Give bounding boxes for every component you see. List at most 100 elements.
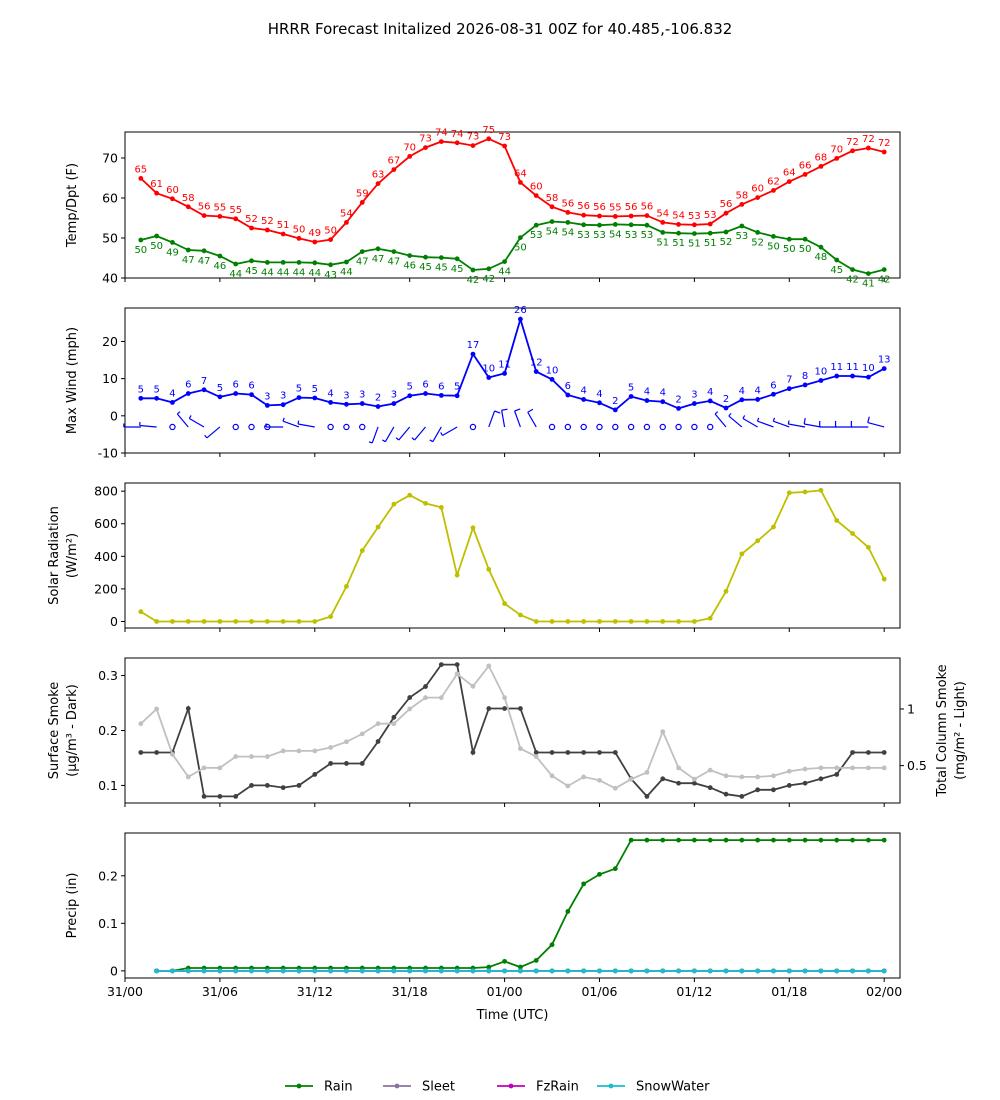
data-label: 52 [751,237,764,248]
data-label: 43 [324,270,337,281]
series-line-solar [140,489,886,623]
data-label: 7 [201,376,207,387]
data-point [438,695,444,701]
wind-barb [440,426,458,436]
data-label: 26 [514,305,527,316]
data-point [723,791,729,797]
data-point [217,394,223,400]
data-point [739,837,745,843]
wind-barb-staff [788,423,806,428]
data-label: 45 [435,263,448,274]
data-point [834,837,840,843]
data-point [201,248,207,254]
data-label: 45 [419,262,432,273]
data-label: 53 [704,210,717,221]
data-point [438,968,444,974]
wind-barb-flag [714,411,719,415]
data-point [154,619,160,624]
data-point [154,190,160,196]
wind-barbs [123,408,885,444]
data-label: 56 [720,199,733,210]
data-point [660,968,666,974]
data-point [170,240,175,245]
chart-title: HRRR Forecast Initalized 2026-08-31 00Z … [268,20,733,38]
data-label: 64 [514,168,527,179]
data-label: 3 [359,390,365,401]
data-point [723,837,729,843]
data-point [533,750,539,755]
data-point [438,392,444,398]
data-point [470,750,476,755]
series-rain [154,837,887,974]
data-label: 56 [198,202,211,213]
data-point [296,783,302,788]
data-point [470,683,476,689]
data-point [549,942,555,948]
data-point [185,774,191,780]
data-point [834,518,840,523]
data-point [865,544,871,550]
wind-barb-flag [803,418,806,425]
data-point [486,706,492,711]
data-point [676,230,681,236]
y-tick-label: 200 [94,581,118,596]
data-point [691,401,697,406]
data-point [233,391,239,396]
data-point [312,748,318,754]
wind-barb-calm [564,423,572,431]
data-point [597,400,602,406]
wind-barb-staff [297,423,315,428]
axes-frame [124,131,901,279]
data-point [597,777,602,783]
wind-barb-staff [867,421,885,428]
wind-barb-flag [282,417,285,422]
wind-barb-staff [206,426,221,439]
series-line-temp [140,137,885,243]
wind-barb-staff [501,410,506,428]
data-point [454,662,460,667]
data-label: 54 [656,208,669,219]
data-point [375,246,381,252]
y-axis-label: Solar Radiation [47,506,62,605]
data-point [423,145,428,151]
data-point [723,773,729,779]
wind-barb-calm [343,423,350,431]
data-point [755,230,761,235]
data-label: 45 [245,266,258,277]
data-point [470,968,476,974]
wind-barb-staff [442,426,458,436]
y-tick-label: 400 [94,549,118,564]
series-smoke_dark [138,662,887,799]
data-point [280,748,286,754]
y-axis-label: Max Wind (mph) [65,327,80,434]
data-point [217,794,223,799]
data-point [518,316,523,322]
data-label: 44 [261,267,274,278]
y-tick-label: 0.2 [98,868,118,883]
data-point [818,244,824,250]
series-line-rain [156,839,885,972]
data-point [786,837,792,843]
wind-barb-staff [714,413,727,428]
data-point [581,881,587,887]
data-point [375,404,381,409]
data-point [597,213,602,219]
legend-swatch-marker [608,1083,614,1089]
data-point [834,156,840,161]
data-point [644,398,650,403]
data-point [502,958,507,964]
data-label: 72 [878,138,891,149]
data-point [786,490,792,496]
data-point [581,750,587,755]
data-label: 53 [577,230,590,241]
data-point [249,392,254,398]
data-point [786,386,792,392]
data-point [660,399,666,405]
wind-barb-flag [368,441,373,444]
data-point [375,739,381,744]
data-point [375,181,381,187]
data-point [818,164,824,169]
data-point [691,776,697,782]
